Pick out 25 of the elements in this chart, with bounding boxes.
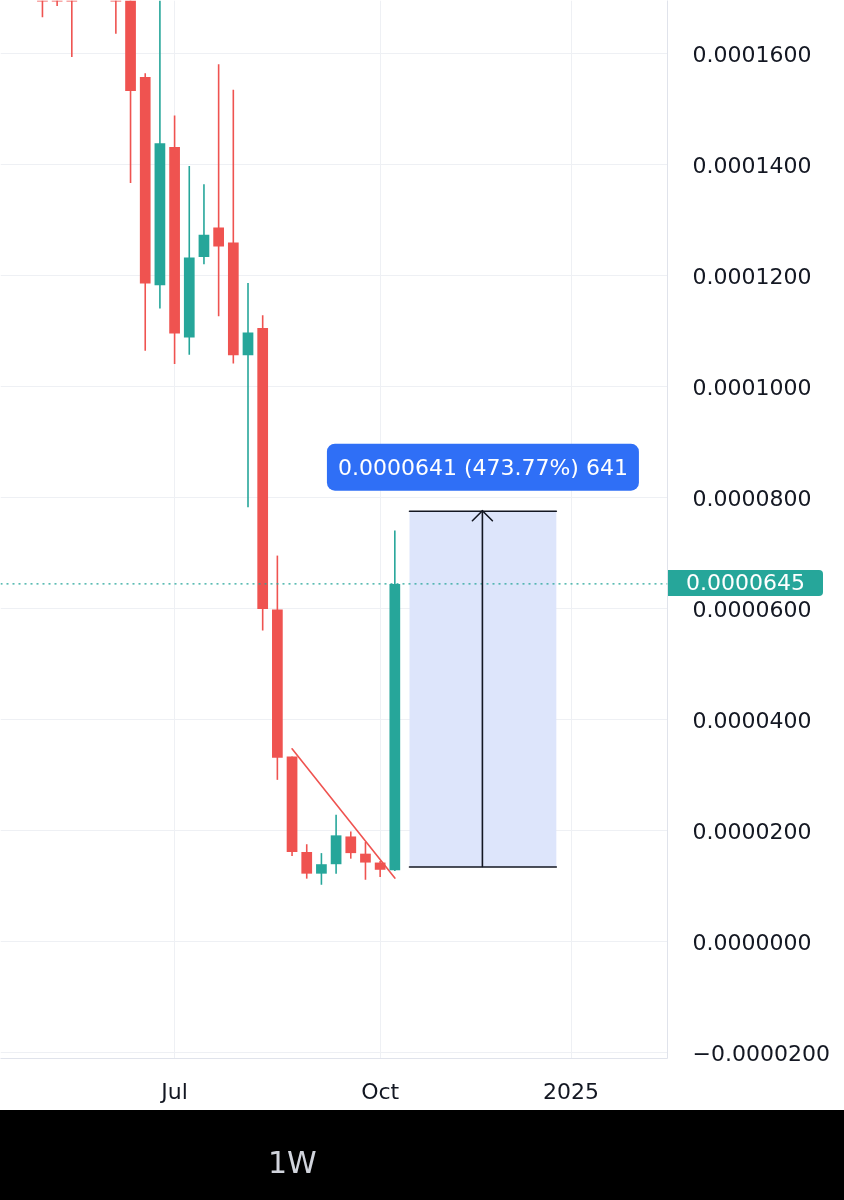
x-tick-label: Oct (361, 1078, 400, 1104)
candlestick (198, 183, 210, 265)
candlestick (242, 282, 254, 509)
y-tick-label: 0.0001000 (692, 374, 812, 400)
y-tick-label: −0.0000200 (692, 1040, 830, 1066)
annotation: 0.0000641 (473.77%) 641 (337, 454, 628, 480)
y-tick-label: 0.0000600 (692, 596, 812, 622)
y-tick-label: 0.0000400 (692, 707, 812, 733)
candlestick (213, 63, 224, 318)
x-tick-label: 2025 (543, 1078, 600, 1104)
y-tick-label: 0.0000800 (692, 485, 812, 511)
candlestick (66, 0, 78, 58)
text: 1W (268, 1145, 317, 1180)
candlestick (316, 852, 327, 886)
y-tick-label: 0.0001400 (692, 152, 812, 178)
y-tick-label: 0.0000200 (692, 818, 812, 844)
y-tick-label: 0.0001600 (692, 41, 812, 67)
candlestick (51, 0, 63, 7)
candlestick (345, 830, 357, 860)
candlestick (110, 0, 122, 35)
y-tick-label: 0.0001200 (692, 263, 812, 289)
x-tick-label: Jul (159, 1078, 188, 1104)
ref-line-label: 0.0000645 (686, 570, 805, 597)
y-tick-label: 0.0000000 (692, 929, 812, 955)
candlestick (301, 843, 313, 880)
